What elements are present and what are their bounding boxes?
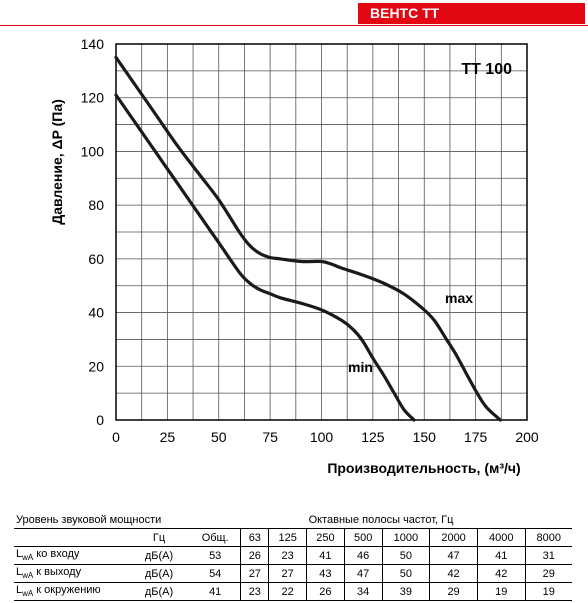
column-header: 4000: [476, 528, 526, 547]
table-row: LwA к выходу дБ(А) 54 27 27 43 47 50 42 42 29: [14, 564, 572, 583]
table-cell: 23: [268, 546, 307, 565]
row-unit: дБ(А): [128, 546, 190, 565]
series-label-min: min: [348, 359, 373, 375]
row-label: LwA к окружению: [14, 582, 128, 601]
table-cell: 42: [429, 564, 478, 583]
table-header-right: Октавные полосы частот, Гц: [190, 511, 572, 529]
y-axis-title: Давление, ΔP (Па): [49, 99, 65, 225]
table-cell: 42: [476, 564, 526, 583]
table-cell: 31: [524, 546, 572, 565]
model-label: TT 100: [461, 61, 512, 78]
table-cell: 50: [381, 564, 430, 583]
column-header: 250: [306, 528, 345, 547]
table-cell: 41: [476, 546, 526, 565]
table-cell: 29: [524, 564, 572, 583]
curve-max: [114, 55, 502, 422]
column-header: 2000: [429, 528, 478, 547]
table-cell: 41: [306, 546, 345, 565]
column-header: 500: [343, 528, 383, 547]
table-cell: 34: [343, 582, 383, 601]
table-cell: 50: [381, 546, 430, 565]
y-tick-label: 0: [96, 412, 104, 428]
x-tick-label: 175: [464, 429, 488, 445]
table-cell: 29: [429, 582, 478, 601]
table-cell: 53: [190, 546, 241, 565]
row-label: LwA к выходу: [14, 564, 128, 583]
x-tick-label: 200: [515, 429, 539, 445]
x-tick-label: 25: [160, 429, 176, 445]
table-cell: 22: [268, 582, 307, 601]
y-tick-label: 140: [81, 36, 105, 52]
chart-grid: [115, 43, 528, 421]
series-labels: max min: [348, 290, 473, 375]
series-label-max: max: [445, 290, 473, 306]
y-tick-label: 20: [88, 358, 104, 374]
x-tick-label: 0: [112, 429, 120, 445]
table-cell: 46: [343, 546, 383, 565]
y-tick-label: 40: [88, 305, 104, 321]
x-tick-label: 150: [413, 429, 437, 445]
y-tick-label: 100: [81, 143, 105, 159]
column-header: 1000: [381, 528, 430, 547]
column-header-row: Гц Общ. 63 125 250 500 1000 2000 4000 8000: [14, 528, 572, 547]
table-cell: 26: [306, 582, 345, 601]
x-tick-label: 50: [211, 429, 227, 445]
table-cell: 19: [524, 582, 572, 601]
table-cell: 39: [381, 582, 430, 601]
y-tick-label: 120: [81, 90, 105, 106]
table-header-left: Уровень звуковой мощности: [14, 511, 190, 529]
unit-header: Гц: [128, 528, 190, 547]
table-cell: 26: [240, 546, 269, 565]
table-row: LwA ко входу дБ(А) 53 26 23 41 46 50 47 41 31: [14, 546, 572, 565]
plot-frame: [115, 43, 528, 421]
table-cell: 23: [240, 582, 269, 601]
y-tick-label: 80: [88, 197, 104, 213]
table-cell: 47: [429, 546, 478, 565]
x-axis-title: Производительность, (м³/ч): [327, 460, 520, 476]
brand-banner: ВЕНТС ТТ: [358, 3, 585, 24]
brand-divider: [0, 25, 588, 26]
table-cell: 47: [343, 564, 383, 583]
column-header: 125: [268, 528, 307, 547]
axis-ticks: 0 25 50 75 100 125 150 175 200 0 20 40 60 80 100 120 140: [81, 36, 539, 445]
curve-min: [114, 93, 416, 422]
row-unit: дБ(А): [128, 564, 190, 583]
x-tick-label: 125: [361, 429, 385, 445]
table-cell: 54: [190, 564, 241, 583]
table-blank-cell: [14, 528, 128, 547]
row-label: LwA ко входу: [14, 546, 128, 565]
y-tick-label: 60: [88, 251, 104, 267]
table-cell: 43: [306, 564, 345, 583]
table-cell: 41: [190, 582, 241, 601]
x-tick-label: 100: [310, 429, 334, 445]
curves: [114, 55, 502, 422]
column-header: 8000: [524, 528, 572, 547]
pressure-chart: 0 25 50 75 100 125 150 175 200 0 20 40 60 80 100 120 140…: [49, 36, 539, 476]
sound-power-table: Уровень звуковой мощности Октавные полос…: [14, 511, 572, 601]
table-cell: 27: [268, 564, 307, 583]
x-tick-label: 75: [262, 429, 278, 445]
table-cell: 27: [240, 564, 269, 583]
table-cell: 19: [476, 582, 526, 601]
row-unit: дБ(А): [128, 582, 190, 601]
column-header: Общ.: [190, 528, 241, 547]
table-row: LwA к окружению дБ(А) 41 23 22 26 34 39 29 19 19: [14, 582, 572, 601]
column-header: 63: [240, 528, 269, 547]
